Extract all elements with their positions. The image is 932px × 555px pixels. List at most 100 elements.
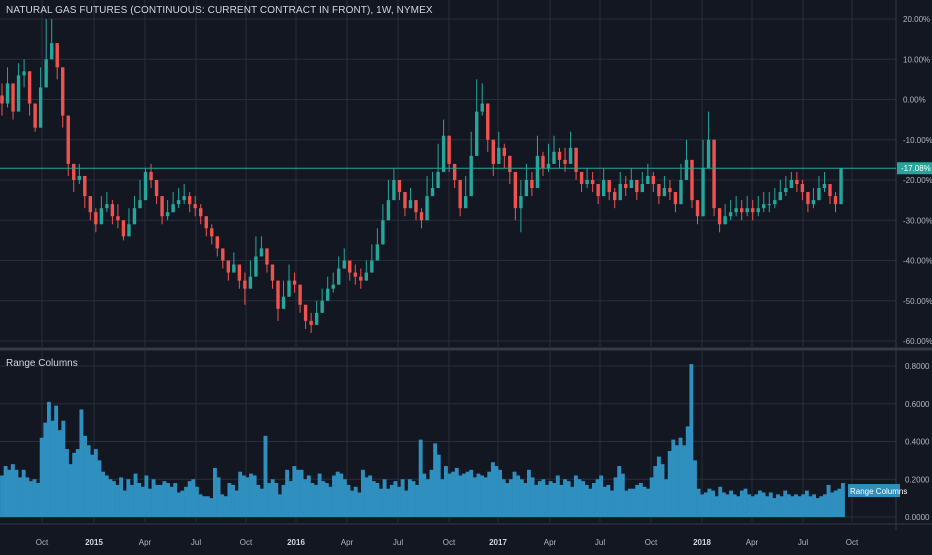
candle-body-84 bbox=[463, 196, 468, 209]
range-column-64 bbox=[231, 484, 235, 517]
range-column-3 bbox=[10, 464, 15, 517]
range-column-215 bbox=[776, 494, 780, 517]
range-column-85 bbox=[306, 475, 311, 517]
range-column-112 bbox=[404, 490, 409, 517]
x-tick-11: Jul bbox=[595, 538, 605, 547]
range-column-68 bbox=[245, 477, 250, 517]
candle-body-15 bbox=[83, 175, 87, 197]
candle-body-43 bbox=[237, 264, 242, 281]
candle-body-145 bbox=[800, 184, 805, 193]
range-column-144 bbox=[519, 479, 524, 517]
range-column-178 bbox=[642, 486, 647, 517]
range-column-139 bbox=[501, 479, 506, 517]
range-column-35 bbox=[126, 479, 131, 517]
range-column-8 bbox=[28, 481, 33, 517]
range-column-49 bbox=[176, 492, 181, 517]
candle-body-98 bbox=[541, 155, 545, 168]
range-column-140 bbox=[505, 483, 510, 517]
candle-body-33 bbox=[182, 196, 186, 201]
candle-body-72 bbox=[397, 180, 402, 193]
candle-body-23 bbox=[127, 224, 131, 237]
x-tick-9: 2017 bbox=[489, 538, 507, 547]
candle-body-132 bbox=[728, 212, 733, 217]
range-column-115 bbox=[415, 484, 420, 517]
range-column-230 bbox=[830, 492, 835, 517]
candle-body-56 bbox=[309, 320, 313, 325]
candle-body-29 bbox=[160, 196, 164, 217]
range-column-23 bbox=[83, 435, 87, 517]
range-column-168 bbox=[606, 484, 611, 517]
x-tick-1: 2015 bbox=[85, 538, 103, 547]
candle-body-128 bbox=[706, 139, 711, 168]
range-column-58 bbox=[209, 498, 214, 517]
range-column-128 bbox=[462, 473, 466, 517]
range-column-102 bbox=[368, 475, 373, 517]
candle-body-38 bbox=[210, 228, 214, 237]
range-column-195 bbox=[703, 492, 708, 517]
range-column-22 bbox=[79, 409, 84, 517]
range-column-15 bbox=[54, 405, 59, 517]
range-column-16 bbox=[57, 430, 62, 517]
range-column-47 bbox=[169, 486, 174, 517]
candle-body-58 bbox=[320, 300, 324, 313]
candle-body-8 bbox=[44, 59, 48, 88]
candle-body-25 bbox=[138, 200, 142, 209]
range-columns-badge bbox=[848, 484, 900, 498]
ind-y-tick-4: 0.0000 bbox=[905, 513, 930, 522]
range-column-165 bbox=[595, 479, 600, 517]
ind-y-tick-1: 0.6000 bbox=[905, 400, 930, 409]
candle-body-37 bbox=[204, 216, 208, 229]
range-column-131 bbox=[472, 477, 477, 517]
range-column-11 bbox=[39, 437, 44, 517]
range-column-186 bbox=[671, 439, 676, 517]
range-column-108 bbox=[389, 484, 394, 517]
range-column-143 bbox=[516, 475, 521, 517]
range-column-14 bbox=[50, 420, 55, 517]
range-column-167 bbox=[602, 486, 607, 517]
range-column-166 bbox=[599, 475, 604, 517]
range-column-222 bbox=[801, 494, 806, 517]
candle-body-65 bbox=[359, 276, 363, 281]
candle-body-27 bbox=[149, 171, 153, 180]
range-column-91 bbox=[328, 486, 333, 517]
range-column-130 bbox=[469, 469, 474, 517]
range-column-175 bbox=[631, 488, 636, 517]
candle-body-28 bbox=[154, 180, 159, 197]
range-column-122 bbox=[440, 479, 445, 517]
candle-body-146 bbox=[806, 192, 810, 205]
candle-body-13 bbox=[72, 163, 76, 180]
range-column-163 bbox=[588, 488, 593, 517]
candle-body-36 bbox=[199, 208, 203, 217]
range-column-217 bbox=[783, 490, 788, 517]
range-column-30 bbox=[108, 479, 113, 517]
range-column-218 bbox=[786, 494, 791, 517]
candle-body-54 bbox=[298, 284, 302, 305]
candle-body-11 bbox=[61, 67, 65, 116]
candle-body-45 bbox=[248, 276, 253, 289]
candle-body-103 bbox=[568, 147, 573, 164]
range-column-160 bbox=[577, 479, 582, 517]
range-column-206 bbox=[743, 488, 748, 517]
candle-body-94 bbox=[519, 196, 523, 209]
range-column-20 bbox=[72, 452, 77, 517]
candle-body-87 bbox=[480, 103, 484, 112]
range-column-119 bbox=[429, 469, 434, 517]
range-column-12 bbox=[43, 422, 48, 517]
candle-body-53 bbox=[292, 280, 297, 285]
range-column-133 bbox=[480, 475, 484, 517]
candle-body-123 bbox=[679, 180, 683, 205]
range-column-42 bbox=[151, 479, 156, 517]
range-column-51 bbox=[184, 486, 189, 517]
range-column-67 bbox=[241, 475, 246, 517]
range-column-90 bbox=[324, 483, 329, 517]
indicator-title: Range Columns bbox=[6, 358, 78, 369]
range-column-61 bbox=[220, 494, 225, 517]
last-value-badge bbox=[897, 162, 932, 175]
candle-body-96 bbox=[530, 180, 534, 189]
range-column-126 bbox=[454, 467, 459, 517]
candle-body-95 bbox=[524, 180, 529, 197]
range-column-203 bbox=[732, 494, 737, 517]
range-column-72 bbox=[259, 488, 264, 517]
range-column-202 bbox=[729, 490, 734, 517]
